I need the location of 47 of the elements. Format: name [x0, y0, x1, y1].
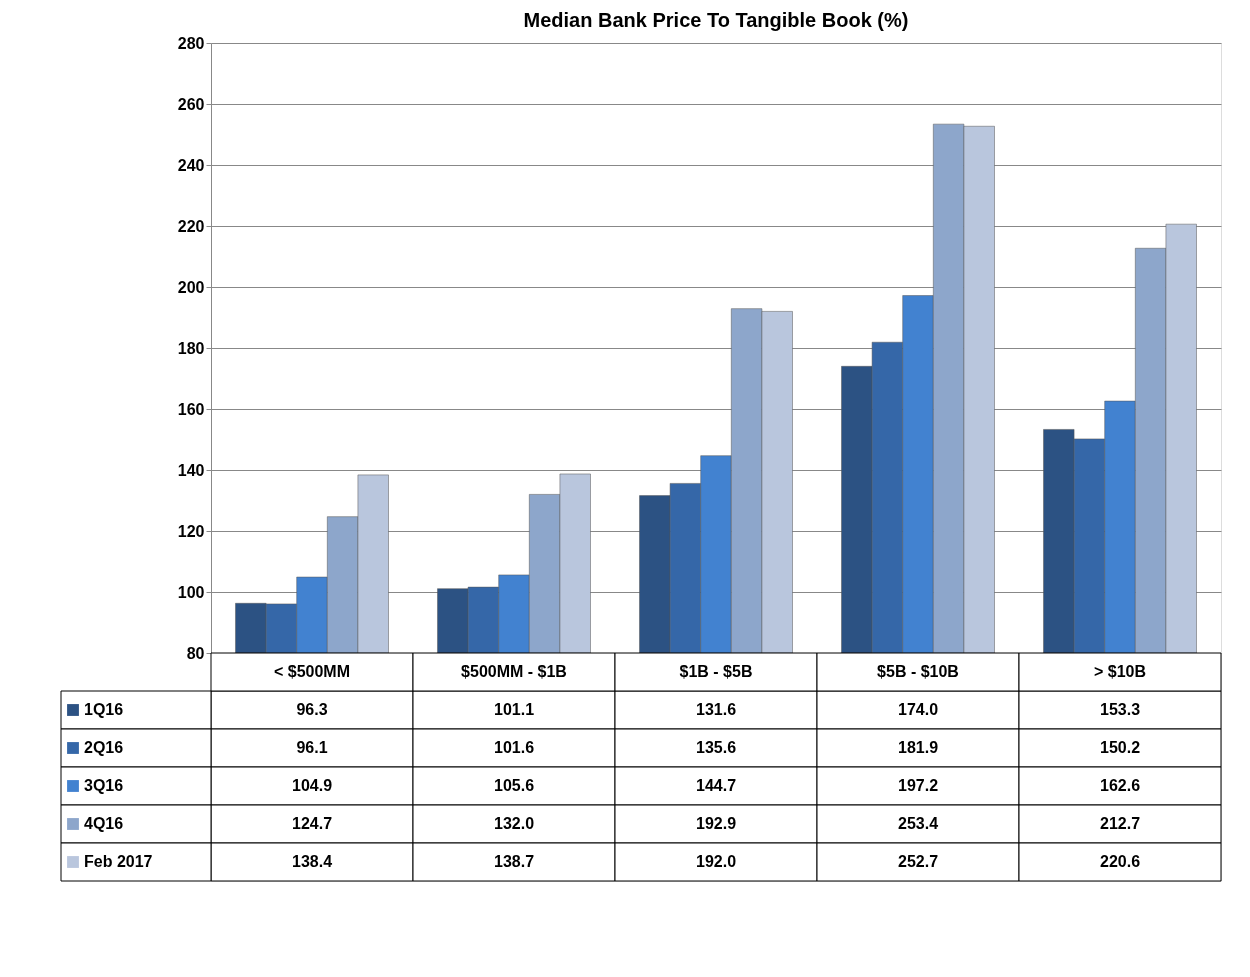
data-label: 162.6 — [1099, 777, 1141, 794]
legend-label: 1Q16 — [84, 701, 124, 718]
data-label: 135.6 — [695, 739, 737, 756]
x-tick-label: < $500MM — [273, 663, 351, 680]
data-label: 144.7 — [695, 777, 737, 794]
data-label: 197.2 — [897, 777, 939, 794]
y-tick-label: 80 — [186, 644, 205, 662]
data-label: 220.6 — [1099, 853, 1141, 870]
data-label: 138.4 — [291, 853, 333, 870]
data-label: 101.6 — [493, 739, 535, 756]
data-label: 96.1 — [296, 739, 328, 756]
legend-label: 4Q16 — [84, 815, 124, 832]
legend-label: 2Q16 — [84, 739, 124, 756]
legend-label: 3Q16 — [84, 777, 124, 794]
data-label: 212.7 — [1099, 815, 1141, 832]
data-label: 181.9 — [897, 739, 939, 756]
legend-label: Feb 2017 — [84, 853, 153, 870]
y-tick-label: 160 — [177, 400, 205, 418]
data-label: 153.3 — [1099, 701, 1141, 718]
y-tick-label: 100 — [177, 583, 205, 601]
data-label: 138.7 — [493, 853, 535, 870]
data-label: 192.9 — [695, 815, 737, 832]
y-tick-label: 260 — [177, 95, 205, 113]
data-label: 253.4 — [897, 815, 939, 832]
data-label: 174.0 — [897, 701, 939, 718]
data-label: 132.0 — [493, 815, 535, 832]
y-tick-label: 180 — [177, 339, 205, 357]
x-tick-label: > $10B — [1093, 663, 1147, 680]
y-tick-label: 120 — [177, 522, 205, 540]
y-tick-label: 220 — [177, 217, 205, 235]
data-label: 150.2 — [1099, 739, 1141, 756]
data-label: 105.6 — [493, 777, 535, 794]
x-tick-label: $500MM - $1B — [461, 663, 567, 680]
y-tick-label: 200 — [177, 278, 205, 296]
chart-title: Median Bank Price To Tangible Book (%) — [523, 9, 909, 31]
data-label: 192.0 — [695, 853, 737, 870]
data-label: 124.7 — [291, 815, 333, 832]
data-label: 104.9 — [291, 777, 333, 794]
data-label: 101.1 — [493, 701, 535, 718]
data-label: 96.3 — [296, 701, 328, 718]
data-label: 252.7 — [897, 853, 939, 870]
x-tick-label: $1B - $5B — [679, 663, 753, 680]
data-label: 131.6 — [695, 701, 737, 718]
x-tick-label: $5B - $10B — [877, 663, 959, 680]
y-tick-label: 280 — [177, 34, 205, 52]
y-tick-label: 140 — [177, 461, 205, 479]
y-tick-label: 240 — [177, 156, 205, 174]
